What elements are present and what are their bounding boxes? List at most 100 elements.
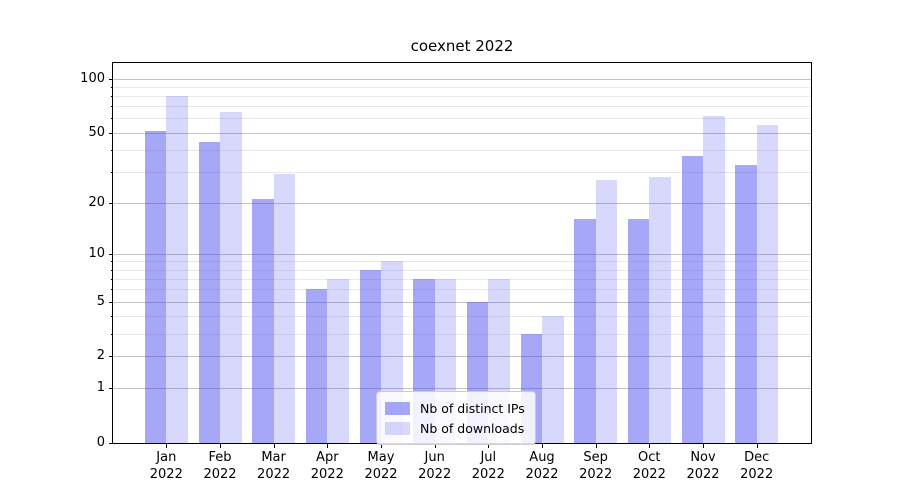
y-tick-2 xyxy=(109,356,113,358)
x-tick-year: 2022 xyxy=(525,467,559,482)
y-minor-tick-90 xyxy=(111,86,113,88)
x-tick-year: 2022 xyxy=(686,467,720,482)
bar-feb-distinct-ips xyxy=(198,142,220,443)
y-tick-100 xyxy=(109,78,113,80)
y-tick-label-20: 20 xyxy=(88,194,105,210)
x-tick-label-jun: Jun 2022 xyxy=(407,449,463,483)
x-tick-label-apr: Apr 2022 xyxy=(299,449,355,483)
bar-nov-distinct-ips xyxy=(681,155,703,443)
x-tick-year: 2022 xyxy=(579,467,613,482)
y-minor-tick-80 xyxy=(111,96,113,97)
x-tick-year: 2022 xyxy=(310,467,344,482)
y-gridline-major-100 xyxy=(113,78,811,80)
x-tick-month: Jun xyxy=(424,450,445,465)
x-tick-month: Apr xyxy=(316,450,339,465)
x-tick-label-feb: Feb 2022 xyxy=(192,449,248,483)
legend-entry-downloads: Nb of downloads xyxy=(385,418,525,438)
bar-mar-downloads xyxy=(273,174,296,443)
y-tick-1 xyxy=(109,388,113,390)
y-gridline-minor-80 xyxy=(113,96,811,97)
bar-feb-downloads xyxy=(220,112,242,443)
x-tick-jan xyxy=(166,444,168,448)
x-tick-label-may: May 2022 xyxy=(353,449,409,483)
x-tick-label-mar: Mar 2022 xyxy=(246,449,302,483)
y-tick-label-10: 10 xyxy=(88,245,105,261)
y-gridline-minor-70 xyxy=(113,106,811,108)
y-minor-tick-70 xyxy=(111,106,113,108)
y-minor-tick-30 xyxy=(111,171,113,173)
y-tick-10 xyxy=(109,253,113,255)
y-tick-50 xyxy=(109,132,113,134)
bar-jan-downloads xyxy=(166,96,188,443)
y-gridline-minor-7 xyxy=(113,278,811,280)
x-tick-year: 2022 xyxy=(418,467,452,482)
y-gridline-minor-90 xyxy=(113,86,811,88)
y-gridline-major-50 xyxy=(113,132,811,134)
x-tick-month: May xyxy=(367,450,395,465)
y-gridline-minor-30 xyxy=(113,171,811,173)
y-gridline-minor-6 xyxy=(113,289,811,291)
x-tick-year: 2022 xyxy=(203,467,237,482)
bar-jan-distinct-ips xyxy=(144,131,167,443)
plot-area: Nb of distinct IPs Nb of downloads xyxy=(112,62,812,445)
x-tick-jul xyxy=(488,444,490,448)
legend: Nb of distinct IPs Nb of downloads xyxy=(376,391,536,445)
x-tick-apr xyxy=(327,444,329,448)
y-gridline-minor-3 xyxy=(113,333,811,335)
x-tick-label-oct: Oct 2022 xyxy=(621,449,677,483)
y-tick-label-2: 2 xyxy=(96,348,105,364)
bar-may-distinct-ips xyxy=(359,269,381,443)
y-minor-tick-9 xyxy=(111,261,113,263)
x-tick-jun xyxy=(434,444,436,448)
y-tick-5 xyxy=(109,301,113,303)
y-minor-tick-40 xyxy=(111,149,113,151)
y-minor-tick-7 xyxy=(111,278,113,280)
x-tick-label-sep: Sep 2022 xyxy=(568,449,624,483)
y-minor-tick-4 xyxy=(111,315,113,317)
bar-apr-downloads xyxy=(327,278,349,443)
x-tick-oct xyxy=(649,444,651,448)
y-tick-label-100: 100 xyxy=(80,70,105,86)
x-tick-label-jul: Jul 2022 xyxy=(460,449,516,483)
x-tick-month: Mar xyxy=(261,450,286,465)
y-tick-label-5: 5 xyxy=(96,293,105,309)
x-tick-year: 2022 xyxy=(740,467,774,482)
x-tick-month: Jan xyxy=(156,450,177,465)
y-minor-tick-6 xyxy=(111,289,113,291)
bar-dec-downloads xyxy=(756,125,779,443)
legend-label-distinct-ips: Nb of distinct IPs xyxy=(420,400,525,416)
y-minor-tick-3 xyxy=(111,333,113,335)
y-gridline-major-5 xyxy=(113,301,811,303)
y-gridline-major-10 xyxy=(113,253,811,255)
x-tick-nov xyxy=(703,444,704,448)
x-tick-aug xyxy=(542,444,543,448)
x-tick-label-jan: Jan 2022 xyxy=(138,449,194,483)
x-tick-month: Dec xyxy=(744,450,770,465)
chart-title: coexnet 2022 xyxy=(410,37,514,55)
bar-sep-downloads xyxy=(595,179,618,443)
x-tick-sep xyxy=(595,444,597,448)
y-tick-0 xyxy=(109,443,113,444)
bar-oct-distinct-ips xyxy=(627,219,650,443)
y-gridline-minor-4 xyxy=(113,315,811,317)
legend-swatch-distinct-ips xyxy=(385,401,410,415)
x-tick-month: Nov xyxy=(690,450,716,465)
bar-apr-distinct-ips xyxy=(305,289,328,443)
y-gridline-minor-40 xyxy=(113,149,811,151)
x-tick-label-nov: Nov 2022 xyxy=(675,449,731,483)
x-tick-year: 2022 xyxy=(632,467,666,482)
y-gridline-minor-8 xyxy=(113,269,811,271)
x-tick-month: Sep xyxy=(583,450,608,465)
x-tick-label-dec: Dec 2022 xyxy=(729,449,785,483)
legend-label-downloads: Nb of downloads xyxy=(420,420,525,436)
x-tick-dec xyxy=(756,444,758,448)
bar-dec-distinct-ips xyxy=(735,164,757,443)
x-tick-month: Oct xyxy=(638,450,661,465)
bar-mar-distinct-ips xyxy=(252,198,274,443)
y-gridline-minor-60 xyxy=(113,118,811,120)
x-tick-year: 2022 xyxy=(471,467,505,482)
x-tick-year: 2022 xyxy=(257,467,291,482)
legend-entry-distinct-ips: Nb of distinct IPs xyxy=(385,398,525,418)
x-tick-month: Jul xyxy=(480,450,497,465)
